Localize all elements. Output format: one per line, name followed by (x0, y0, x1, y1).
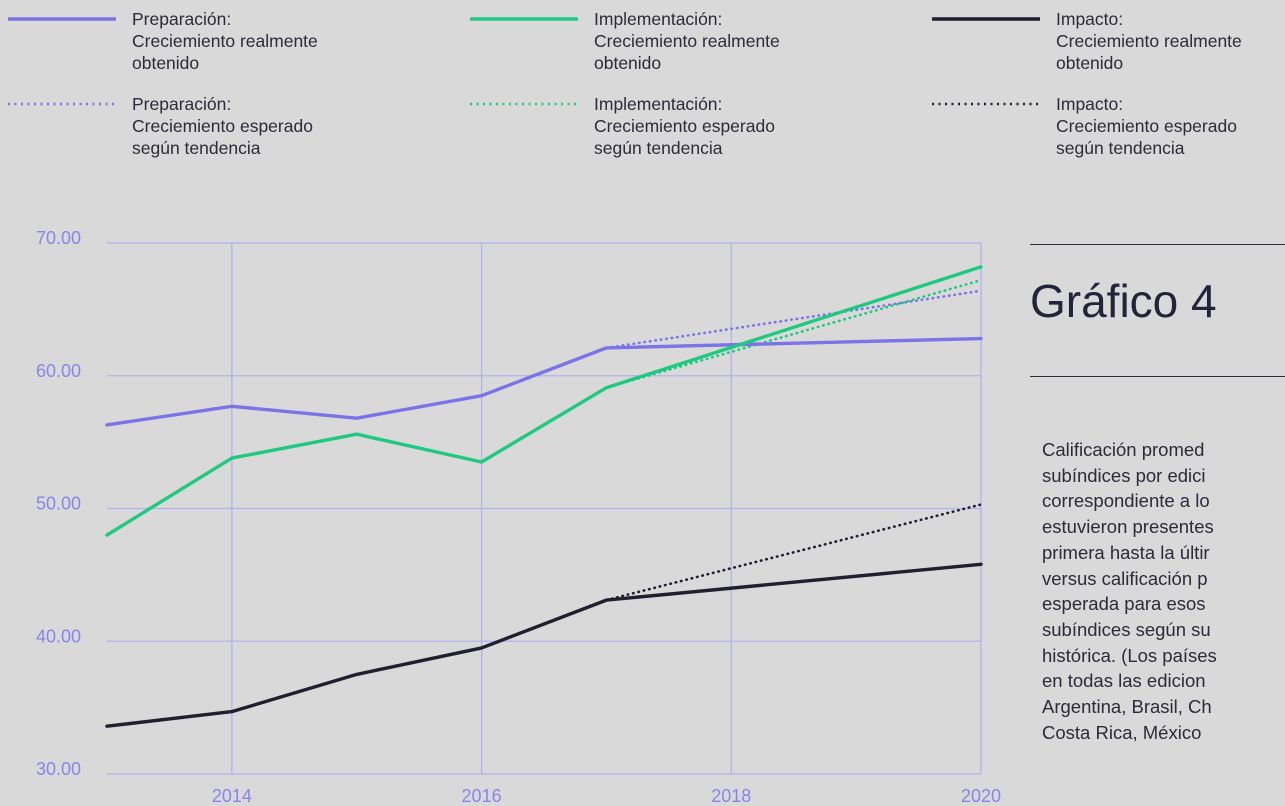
y-tick-label: 50.00 (36, 494, 81, 514)
legend-swatch (470, 102, 578, 106)
legend-entry-line: según tendencia (1056, 138, 1185, 158)
y-tick-label: 60.00 (36, 361, 81, 381)
series-line-expected (605, 278, 983, 390)
description-line: correspondiente a lo (1042, 490, 1210, 512)
legend-swatch (932, 17, 1040, 21)
title-bottom-rule (1030, 376, 1285, 377)
legend-entry-line: según tendencia (594, 138, 723, 158)
legend-entry-line: Implementación: (594, 94, 723, 114)
x-tick-label: 2020 (961, 786, 1001, 806)
description-line: esperada para esos (1042, 593, 1206, 615)
series-line-actual (105, 336, 983, 427)
legend-entry-line: Impacto: (1056, 9, 1124, 29)
series-line-expected (605, 503, 983, 602)
legend-entry: Impacto: Creciemiento realmente obtenido (1056, 8, 1242, 74)
x-tick-label: 2018 (711, 786, 751, 806)
legend-entry: Preparación: Creciemiento realmente obteni… (132, 8, 318, 74)
series-line-actual (105, 562, 983, 728)
legend-entry: Preparación: Creciemiento esperado según t… (132, 93, 313, 159)
y-tick-label: 70.00 (36, 228, 81, 248)
description-line: histórica. (Los países (1042, 644, 1217, 666)
legend-swatch (932, 102, 1040, 106)
legend-entry: Implementación: Creciemiento realmente obt… (594, 8, 780, 74)
description-line: estuvieron presentes (1042, 516, 1214, 538)
legend-swatch (8, 17, 116, 21)
legend-swatch (470, 17, 578, 21)
legend-entry-line: Preparación: (132, 9, 232, 29)
description-line: Costa Rica, México (1042, 721, 1202, 743)
y-tick-label: 30.00 (36, 759, 81, 779)
legend-entry-line: Implementación: (594, 9, 723, 29)
legend-entry-line: obtenido (594, 53, 662, 73)
x-tick-label: 2016 (462, 786, 502, 806)
legend-entry-line: Creciemiento realmente (1056, 31, 1242, 51)
legend-entry-line: Creciemiento realmente (594, 31, 780, 51)
chart-description: Calificación promed subíndices por edici c… (1042, 437, 1285, 745)
legend-entry-line: Preparación: (132, 94, 232, 114)
legend-swatch (8, 102, 116, 106)
description-line: primera hasta la últir (1042, 541, 1210, 563)
legend-entry-line: Creciemiento esperado (594, 116, 775, 136)
series-line-actual (105, 265, 983, 537)
legend-entry-line: según tendencia (132, 138, 261, 158)
x-tick-label: 2014 (212, 786, 252, 806)
legend-entry: Impacto: Creciemiento esperado según tende… (1056, 93, 1237, 159)
description-line: Argentina, Brasil, Ch (1042, 696, 1212, 718)
legend-entry-line: Creciemiento esperado (132, 116, 313, 136)
legend-entry-line: Creciemiento realmente (132, 31, 318, 51)
legend-entry-line: Impacto: (1056, 94, 1124, 114)
description-line: versus calificación p (1042, 567, 1208, 589)
description-line: en todas las edicion (1042, 670, 1206, 692)
description-line: subíndices por edici (1042, 464, 1206, 486)
legend-entry-line: obtenido (1056, 53, 1124, 73)
description-line: Calificación promed (1042, 439, 1205, 460)
description-line: subíndices según su (1042, 618, 1211, 640)
chart-title: Gráfico 4 (1030, 275, 1217, 327)
legend-entry-line: Creciemiento esperado (1056, 116, 1237, 136)
legend-entry: Implementación: Creciemiento esperado segú… (594, 93, 775, 159)
legend-entry-line: obtenido (132, 53, 200, 73)
title-top-rule (1030, 244, 1285, 245)
y-tick-label: 40.00 (36, 626, 81, 646)
